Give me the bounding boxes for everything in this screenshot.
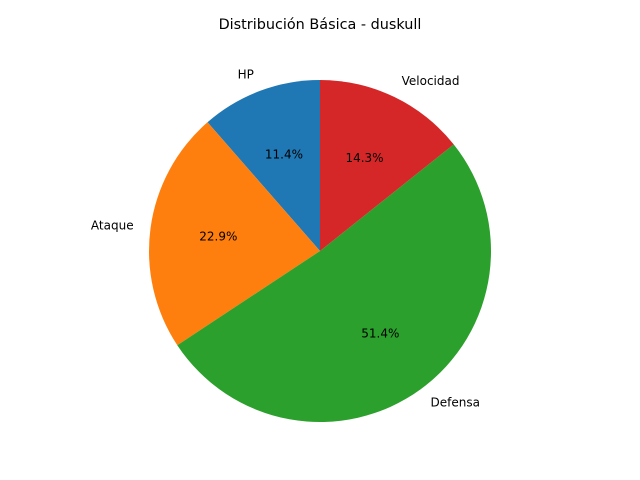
pie-percent-labels: 11.4% 22.9% 51.4% 14.3%	[199, 147, 399, 340]
slice-label-defensa: Defensa	[431, 396, 480, 410]
pie-slice-ataque	[149, 122, 320, 346]
pie-slice-hp	[207, 80, 320, 251]
slice-percent-ataque: 22.9%	[199, 230, 237, 244]
slice-percent-defensa: 51.4%	[361, 327, 399, 341]
slice-percent-hp: 11.4%	[265, 147, 303, 161]
pie-slice-defensa	[177, 144, 491, 422]
slice-percent-velocidad: 14.3%	[345, 151, 383, 165]
slice-label-hp: HP	[238, 67, 254, 81]
pie-slices	[149, 80, 491, 422]
chart-title: Distribución Básica - duskull	[219, 17, 422, 33]
slice-label-ataque: Ataque	[91, 218, 134, 232]
pie-slice-velocidad	[320, 80, 454, 251]
slice-label-velocidad: Velocidad	[402, 74, 460, 88]
pie-category-labels: HP Ataque Defensa Velocidad	[91, 67, 480, 409]
